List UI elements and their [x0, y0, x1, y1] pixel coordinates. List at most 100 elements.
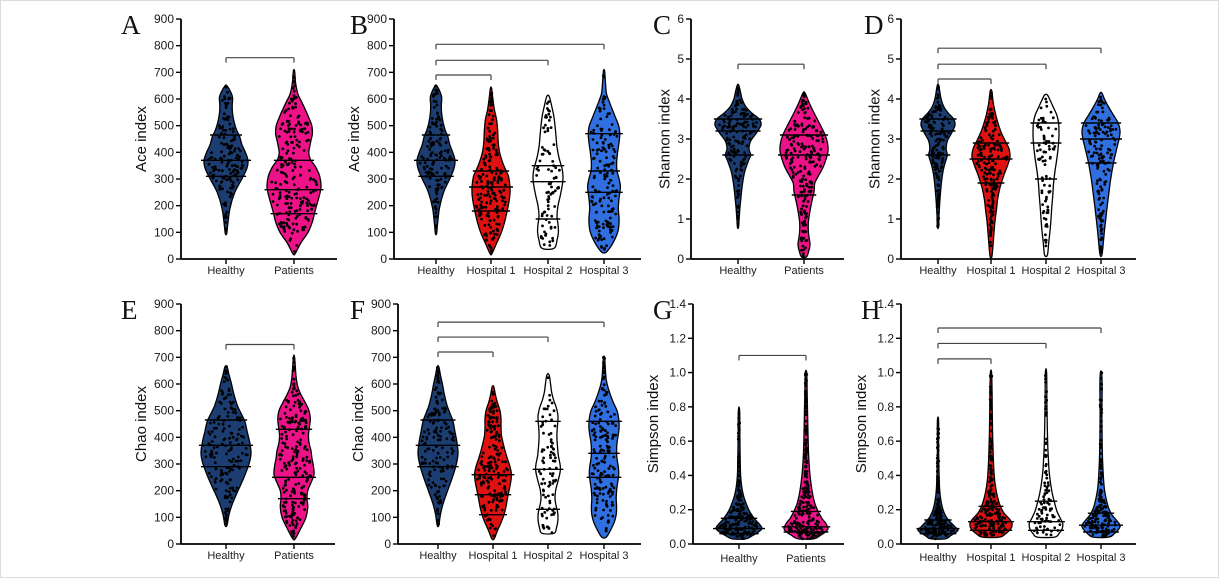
significance-bracket	[435, 43, 605, 50]
violin-hospital-1	[969, 88, 1013, 259]
y-tick-label: 600	[371, 377, 391, 391]
y-tick-label: 6	[677, 12, 684, 26]
violin-dots	[973, 374, 1008, 537]
violin-healthy	[415, 365, 461, 528]
panel-letter-d: D	[864, 10, 884, 40]
x-category-label-healthy: Healthy	[417, 265, 455, 277]
y-tick-label: 600	[367, 92, 387, 106]
y-tick-label: 600	[154, 377, 174, 391]
y-tick-label: 0.4	[669, 468, 686, 482]
panel-letter-b: B	[350, 10, 368, 40]
significance-bracket	[937, 78, 992, 84]
y-axis-title: Shannon index	[866, 88, 883, 189]
violin-dots	[420, 366, 456, 526]
panel-b-ace-index-hospitals: B 0 100 200 300 400 500 600 700 800 900 Ace index He…	[346, 1, 646, 289]
violin-hospital-2	[1030, 93, 1062, 258]
violin-shape	[534, 373, 562, 535]
x-category-label-hospital-2: Hospital 2	[1022, 552, 1071, 564]
y-tick-label: 1	[887, 212, 894, 226]
x-category-label-hospital-1: Hospital 1	[967, 265, 1016, 277]
y-tick-label: 400	[154, 430, 174, 444]
y-tick-label: 900	[371, 297, 391, 311]
y-axis-title: Ace index	[133, 106, 150, 172]
violin-dots	[923, 85, 951, 228]
violin-dots	[975, 91, 1009, 248]
y-tick-label: 700	[371, 350, 391, 364]
y-tick-label: 100	[371, 510, 391, 524]
violin-dots	[717, 412, 759, 540]
violin-patients	[777, 91, 831, 259]
significance-bracket	[435, 59, 549, 66]
violin-shape	[417, 365, 459, 528]
significance-bracket	[437, 351, 494, 357]
y-tick-label: 5	[887, 52, 894, 66]
violin-healthy	[201, 84, 251, 236]
violin-healthy	[414, 84, 458, 236]
y-tick-label: 600	[154, 92, 174, 106]
y-tick-label: 2	[887, 172, 894, 186]
significance-bracket	[937, 342, 1047, 349]
y-tick-label: 100	[154, 225, 174, 239]
violin-shape	[715, 406, 763, 540]
panel-letter-g: G	[653, 295, 673, 325]
violin-shape	[532, 94, 564, 250]
y-tick-label: 900	[154, 12, 174, 26]
y-tick-label: 200	[367, 199, 387, 213]
y-tick-label: 700	[154, 65, 174, 79]
y-axis-title: Chao index	[133, 386, 150, 462]
x-category-label-hospital-1: Hospital 1	[469, 550, 518, 562]
violin-dots	[590, 356, 617, 533]
y-tick-label: 3	[677, 132, 684, 146]
y-tick-label: 1	[677, 212, 684, 226]
violin-dots	[787, 372, 824, 541]
x-category-label-healthy: Healthy	[719, 265, 757, 277]
violin-patients	[781, 369, 831, 541]
violin-hospital-1	[471, 385, 515, 541]
y-tick-label: 6	[887, 12, 894, 26]
y-tick-label: 500	[367, 119, 387, 133]
y-tick-label: 0.4	[877, 468, 894, 482]
panel-d-shannon-index-hospitals: D 0 1 2 3 4 5 6 Shannon index Healthy Hospital 1 Ho…	[856, 1, 1218, 289]
violin-dots	[1084, 95, 1118, 254]
y-tick-label: 3	[887, 132, 894, 146]
panel-d-chart: D 0 1 2 3 4 5 6 Shannon index Healthy Hospital 1 Ho…	[864, 10, 1136, 277]
panel-a-ace-index-two-groups: A 0 100 200 300 400 500 600 700 800 900 Ace index He…	[101, 1, 346, 289]
y-tick-label: 300	[367, 172, 387, 186]
y-tick-label: 0.8	[877, 400, 894, 414]
y-tick-label: 200	[154, 199, 174, 213]
y-tick-label: 700	[154, 350, 174, 364]
y-tick-label: 0	[887, 252, 894, 266]
y-tick-label: 400	[367, 145, 387, 159]
x-category-label-hospital-1: Hospital 1	[967, 552, 1016, 564]
y-tick-label: 700	[367, 65, 387, 79]
y-tick-label: 0.6	[877, 434, 894, 448]
y-tick-label: 500	[154, 404, 174, 418]
violin-dots	[535, 100, 561, 247]
panel-h-simpson-index-hospitals: H 0.0 0.2 0.4 0.6 0.8 1.0 1.2 1.4 Simpson index He…	[853, 289, 1218, 577]
panel-letter-a: A	[121, 10, 141, 40]
violin-patients	[272, 354, 316, 541]
y-tick-label: 2	[677, 172, 684, 186]
y-tick-label: 4	[677, 92, 684, 106]
x-category-label-healthy: Healthy	[919, 552, 957, 564]
significance-bracket	[437, 321, 605, 328]
violin-shape	[714, 83, 762, 230]
violin-dots	[270, 75, 319, 253]
significance-bracket	[437, 336, 549, 343]
y-tick-label: 0.0	[669, 537, 686, 551]
violin-dots	[920, 427, 955, 541]
violin-shape	[266, 68, 322, 256]
violin-hospital-3	[586, 355, 622, 539]
significance-bracket	[937, 327, 1102, 333]
x-category-label-hospital-3: Hospital 3	[580, 550, 629, 562]
x-category-label-hospital-3: Hospital 3	[1077, 552, 1126, 564]
significance-bracket	[225, 57, 295, 63]
y-axis-title: Simpson index	[856, 374, 870, 473]
violin-healthy	[713, 406, 765, 540]
violin-dots	[203, 365, 249, 525]
violin-hospital-3	[1079, 370, 1123, 539]
y-tick-label: 800	[154, 39, 174, 53]
y-axis-title: Chao index	[350, 386, 367, 462]
violin-shape	[1081, 91, 1121, 258]
x-category-label-hospital-2: Hospital 2	[524, 265, 573, 277]
